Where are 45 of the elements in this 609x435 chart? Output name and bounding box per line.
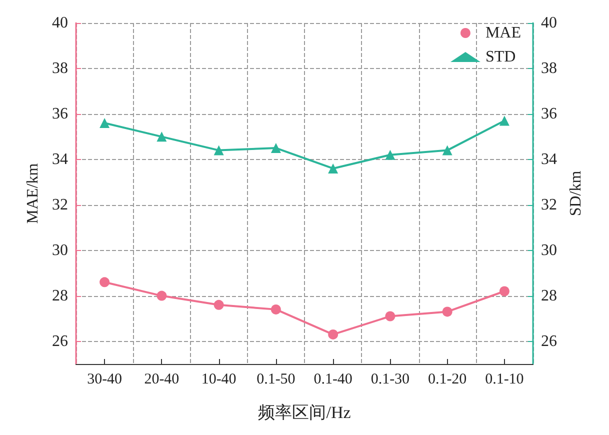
y-tick-label: 28 — [52, 287, 68, 304]
point — [442, 306, 452, 317]
y2-tick-label: 28 — [541, 287, 557, 304]
x-tick-label: 0.1-30 — [370, 372, 410, 388]
point — [442, 145, 452, 156]
y2-axis-title: SD/km — [567, 170, 584, 216]
point — [156, 132, 167, 142]
y-axis-title: MAE/km — [24, 162, 42, 224]
y-tick-label: 30 — [52, 242, 68, 259]
point — [385, 150, 396, 160]
point — [328, 163, 338, 174]
y2-tick-label: 36 — [541, 105, 557, 122]
y-tick-label: 32 — [52, 196, 68, 214]
y2-tick-label: 26 — [541, 332, 557, 350]
point — [214, 145, 224, 156]
y-tick-label: 38 — [52, 60, 68, 77]
x-tick-label: 0.1-10 — [485, 372, 524, 388]
x-tick-label: 0.1-40 — [314, 372, 352, 388]
legend-label: MAE — [485, 24, 522, 42]
y2-tick-label: 40 — [541, 14, 557, 32]
y2-tick-label: 34 — [541, 150, 557, 168]
point — [214, 300, 224, 310]
y-tick-label: 40 — [52, 14, 68, 32]
x-tick-label: 0.1-50 — [256, 372, 296, 388]
legend-label: STD — [485, 48, 516, 66]
y-tick-label: 36 — [52, 105, 68, 122]
point — [499, 286, 510, 296]
y-tick-label: 34 — [52, 150, 68, 168]
x-tick-label: 30-40 — [87, 372, 122, 388]
point — [328, 329, 338, 340]
point — [100, 277, 110, 288]
y2-tick-label: 30 — [541, 242, 557, 259]
x-axis-title: 频率区间/Hz — [258, 403, 352, 422]
point — [385, 311, 396, 322]
point — [270, 143, 281, 154]
point — [100, 118, 110, 128]
x-tick-label: 0.1-20 — [428, 372, 467, 388]
x-tick-label: 20-40 — [144, 372, 180, 388]
y-tick-label: 26 — [52, 332, 68, 350]
y2-tick-label: 32 — [541, 196, 557, 214]
point — [499, 116, 510, 126]
y2-tick-label: 38 — [541, 60, 557, 77]
x-tick-label: 10-40 — [201, 372, 236, 388]
point — [156, 290, 167, 301]
point — [270, 304, 281, 314]
